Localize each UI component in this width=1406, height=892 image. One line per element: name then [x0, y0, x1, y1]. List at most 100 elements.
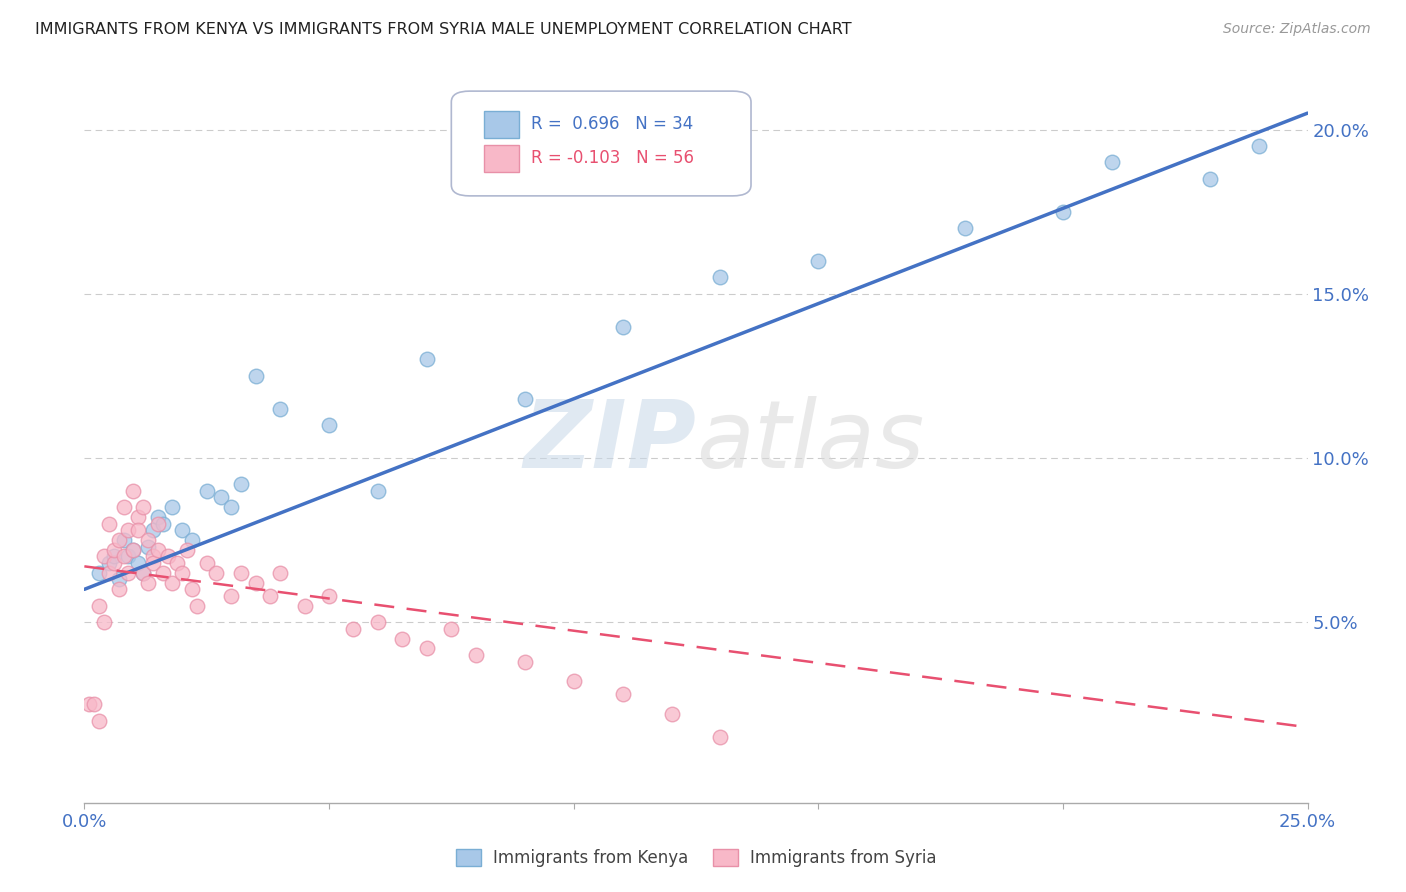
Point	[132, 566, 155, 580]
Point	[142, 523, 165, 537]
Point	[122, 542, 145, 557]
FancyBboxPatch shape	[484, 145, 519, 172]
Point	[122, 542, 145, 557]
Point	[807, 253, 830, 268]
Point	[181, 582, 204, 597]
Point	[136, 540, 159, 554]
Point	[162, 575, 184, 590]
Point	[127, 556, 149, 570]
Point	[83, 698, 105, 712]
Point	[87, 566, 110, 580]
Point	[77, 698, 100, 712]
Point	[612, 687, 634, 701]
Point	[318, 589, 340, 603]
Point	[391, 632, 413, 646]
Point	[97, 516, 120, 531]
Point	[166, 556, 188, 570]
Point	[172, 566, 194, 580]
Point	[107, 582, 129, 597]
Point	[127, 510, 149, 524]
Point	[103, 549, 125, 564]
Point	[1052, 204, 1074, 219]
Point	[181, 533, 204, 547]
Point	[93, 549, 115, 564]
Point	[195, 483, 218, 498]
Point	[112, 549, 135, 564]
Point	[103, 542, 125, 557]
Point	[162, 500, 184, 515]
FancyBboxPatch shape	[451, 91, 751, 196]
Point	[146, 542, 169, 557]
Point	[245, 368, 267, 383]
Text: ZIP: ZIP	[523, 395, 696, 488]
Point	[136, 575, 159, 590]
Point	[156, 549, 179, 564]
Point	[172, 523, 194, 537]
Point	[122, 483, 145, 498]
Point	[132, 500, 155, 515]
Point	[562, 674, 585, 689]
Point	[245, 575, 267, 590]
Point	[146, 510, 169, 524]
Point	[136, 533, 159, 547]
Point	[269, 566, 291, 580]
Point	[97, 566, 120, 580]
Text: IMMIGRANTS FROM KENYA VS IMMIGRANTS FROM SYRIA MALE UNEMPLOYMENT CORRELATION CHA: IMMIGRANTS FROM KENYA VS IMMIGRANTS FROM…	[35, 22, 852, 37]
Text: atlas: atlas	[696, 396, 924, 487]
Point	[112, 500, 135, 515]
Point	[152, 566, 174, 580]
Point	[367, 615, 389, 630]
Point	[367, 483, 389, 498]
Point	[953, 221, 976, 235]
Point	[416, 641, 439, 656]
Point	[152, 516, 174, 531]
Point	[107, 573, 129, 587]
Point	[127, 523, 149, 537]
Point	[117, 549, 139, 564]
Point	[1247, 139, 1270, 153]
Point	[142, 549, 165, 564]
Point	[117, 566, 139, 580]
Point	[107, 533, 129, 547]
Point	[416, 352, 439, 367]
Point	[97, 556, 120, 570]
Point	[132, 566, 155, 580]
Point	[1101, 155, 1123, 169]
Point	[176, 542, 198, 557]
Point	[342, 622, 364, 636]
Point	[269, 401, 291, 416]
Point	[87, 599, 110, 613]
Point	[87, 714, 110, 728]
Point	[93, 615, 115, 630]
FancyBboxPatch shape	[484, 111, 519, 138]
Point	[209, 491, 232, 505]
Point	[1198, 171, 1220, 186]
Point	[195, 556, 218, 570]
Point	[612, 319, 634, 334]
Point	[661, 707, 683, 722]
Point	[709, 730, 731, 744]
Point	[112, 533, 135, 547]
Point	[513, 392, 536, 406]
Point	[117, 523, 139, 537]
Point	[294, 599, 316, 613]
Text: R = -0.103   N = 56: R = -0.103 N = 56	[531, 149, 693, 168]
Point	[205, 566, 228, 580]
Point	[219, 589, 242, 603]
Point	[513, 655, 536, 669]
Point	[229, 566, 252, 580]
Point	[464, 648, 486, 662]
Point	[142, 556, 165, 570]
Point	[229, 477, 252, 491]
Point	[186, 599, 208, 613]
Text: Source: ZipAtlas.com: Source: ZipAtlas.com	[1223, 22, 1371, 37]
Point	[440, 622, 463, 636]
Point	[709, 270, 731, 285]
Point	[259, 589, 281, 603]
Text: R =  0.696   N = 34: R = 0.696 N = 34	[531, 115, 693, 133]
Point	[318, 418, 340, 433]
Point	[219, 500, 242, 515]
Point	[146, 516, 169, 531]
Legend: Immigrants from Kenya, Immigrants from Syria: Immigrants from Kenya, Immigrants from S…	[450, 842, 942, 874]
Point	[103, 556, 125, 570]
